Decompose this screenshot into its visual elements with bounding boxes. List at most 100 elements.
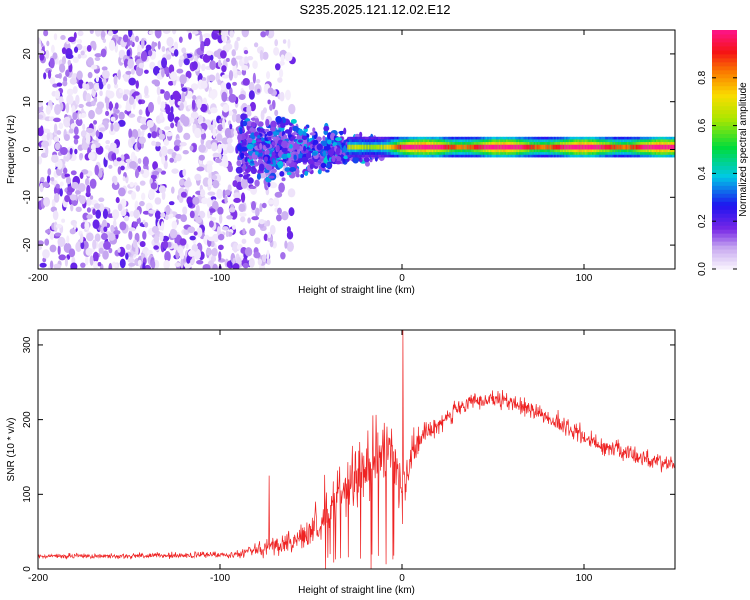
spectrogram-blob (85, 93, 92, 103)
spectrogram-blob (249, 185, 257, 189)
spectrogram-blob (62, 80, 68, 87)
spectrogram-blob (284, 129, 291, 134)
spectrogram-blob (250, 117, 256, 121)
spectrogram-blob (323, 157, 328, 165)
spectrogram-carrier (539, 144, 542, 150)
spectrogram-blob (260, 137, 265, 142)
spectrogram-carrier (514, 144, 518, 150)
spectrogram-blob (286, 172, 292, 176)
spectrogram-blob (43, 128, 51, 134)
spectrogram-blob (150, 259, 156, 269)
spectrogram-blob (94, 164, 100, 176)
spectrogram-blob (69, 228, 76, 235)
spectrogram-carrier (389, 144, 392, 150)
spectrogram-blob (238, 173, 244, 178)
spectrogram-carrier (402, 144, 405, 150)
spectrogram-blob (54, 89, 61, 99)
spectrogram-carrier (463, 144, 467, 150)
spectrogram-blob (182, 116, 190, 127)
spectrogram-blob (163, 138, 170, 146)
spectrogram-blob (189, 235, 196, 241)
spectrogram-blob (61, 218, 66, 223)
spectrogram-carrier (468, 144, 471, 150)
spectrogram-carrier (412, 144, 416, 150)
colorbar-segment (712, 117, 737, 123)
spectrogram-blob (85, 178, 90, 186)
spectrogram-carrier (552, 144, 555, 150)
spectrogram-carrier (440, 144, 443, 150)
spectrogram-blob (161, 68, 165, 78)
colorbar-segment (712, 81, 737, 87)
spectrogram-blob (108, 101, 113, 111)
spectrogram-blob (201, 76, 207, 82)
spectrogram-blob (137, 51, 141, 57)
spectrogram-blob (217, 59, 222, 68)
spectrogram-blob (207, 191, 216, 196)
spectrogram-blob (201, 63, 206, 72)
spectrogram-blob (277, 207, 282, 215)
spectrogram-blob (168, 201, 175, 206)
colorbar-segment (712, 205, 737, 210)
spectrogram-carrier (672, 144, 675, 150)
spectrogram-blob (189, 145, 194, 151)
spectrogram-blob (181, 91, 186, 103)
spectrogram-blob (182, 206, 188, 215)
spectrogram-blob (267, 87, 274, 95)
spectrogram-blob (86, 197, 92, 207)
colorbar-segment (712, 89, 737, 95)
spectrogram-blob (49, 57, 55, 69)
spectrogram-blob (111, 209, 120, 220)
spectrogram-blob (267, 136, 272, 141)
snr-ytick-label: 200 (22, 411, 33, 428)
spectrogram-carrier (602, 144, 605, 150)
spectrogram-blob (269, 181, 278, 189)
spectrogram-blob (69, 77, 77, 85)
spectrogram-blob (115, 109, 120, 114)
spectrogram-blob (53, 117, 61, 123)
spectrogram-carrier (631, 144, 634, 150)
spectrogram-carrier (423, 144, 426, 150)
spectrogram-xlabel: Height of straight line (km) (298, 285, 415, 296)
spectrogram-blob (281, 153, 288, 160)
spectrogram-blob (135, 80, 139, 89)
spectrogram-blob (288, 103, 296, 115)
spectrogram-blob (216, 133, 223, 142)
spectrogram-ylabel: Frequency (Hz) (6, 115, 17, 184)
spectrogram-carrier (410, 144, 413, 150)
spectrogram-blob (50, 176, 55, 182)
spectrogram-blob (207, 177, 213, 188)
spectrogram-blob (335, 160, 342, 165)
spectrogram-carrier (369, 144, 372, 150)
spectrogram-blob (279, 91, 285, 102)
colorbar-segment (712, 85, 737, 91)
spectrogram-blob (40, 176, 45, 183)
spectrogram-blob (63, 167, 68, 174)
spectrogram-blob (168, 80, 174, 86)
snr-xtick-label: 100 (576, 573, 593, 584)
spectrogram-blob (55, 183, 60, 189)
spectrogram-blob (42, 249, 50, 259)
snr-ytick-label: 300 (22, 336, 33, 353)
spectrogram-blob (296, 134, 303, 141)
spectrogram-blob (100, 31, 106, 38)
spectrogram-blob (232, 242, 239, 253)
colorbar-segment (712, 77, 737, 83)
spectrogram-blob (217, 143, 222, 155)
spectrogram-blob (314, 162, 322, 166)
spectrogram-carrier (475, 144, 478, 150)
spectrogram-carrier (375, 144, 378, 150)
spectrogram-blob (193, 231, 198, 236)
colorbar-segment (712, 137, 737, 143)
spectrogram-blob (152, 161, 158, 170)
spectrogram-carrier (590, 144, 593, 150)
spectrogram-blob (284, 167, 291, 172)
spectrogram-blob (87, 56, 94, 66)
spectrogram-blob (246, 173, 251, 177)
spectrogram-blob (198, 144, 206, 153)
spectrogram-carrier (370, 144, 373, 150)
spectrogram-carrier (618, 144, 621, 150)
spectrogram-blob (54, 142, 61, 151)
spectrogram-blob (106, 90, 115, 99)
spectrogram-blob (45, 145, 49, 157)
spectrogram-carrier (391, 144, 394, 150)
